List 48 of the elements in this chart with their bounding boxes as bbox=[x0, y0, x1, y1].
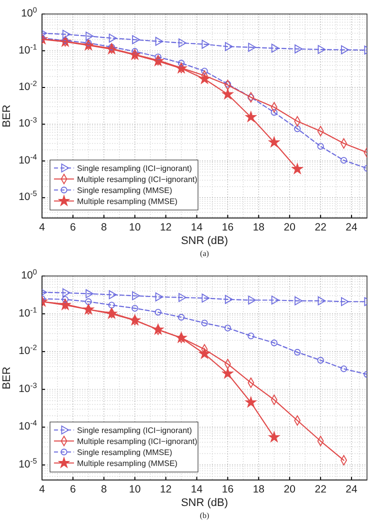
text: (b) bbox=[200, 511, 210, 520]
y-tick-label: 10$^{-4}$ bbox=[18, 152, 37, 166]
legend-label: Single resampling (ICI−ignorant) bbox=[77, 426, 192, 435]
x-tick-label: 16 bbox=[222, 483, 234, 496]
x-tick-label: 24 bbox=[346, 483, 358, 496]
x-tick-label: 22 bbox=[314, 483, 327, 496]
x-tick-label: 20 bbox=[284, 221, 296, 234]
x-tick-label: 14 bbox=[190, 221, 203, 234]
x-tick-label: 12 bbox=[160, 221, 172, 234]
x-tick-label: 4 bbox=[39, 483, 46, 496]
y-tick-label: 10$^{-3}$ bbox=[18, 115, 37, 130]
x-tick-label: 4 bbox=[39, 221, 46, 234]
legend-label: Multiple resampling (ICI−ignorant) bbox=[77, 436, 198, 446]
y-tick-label: 10$^{-1}$ bbox=[18, 304, 37, 320]
y-tick-label: 10$^{-1}$ bbox=[18, 42, 37, 56]
x-axis-title: SNR (dB) bbox=[180, 497, 228, 509]
legend-label: Single resampling (MMSE) bbox=[77, 448, 172, 457]
x-tick-label: 16 bbox=[222, 221, 234, 234]
y-tick-label: 10$^{-2}$ bbox=[18, 342, 37, 358]
y-axis-title: BER bbox=[1, 104, 13, 128]
y-tick-label: 10$^{-5}$ bbox=[18, 188, 37, 204]
x-tick-label: 10 bbox=[129, 483, 141, 496]
x-tick-label: 10 bbox=[129, 221, 141, 234]
legend-label: Multiple resampling (MMSE) bbox=[77, 196, 178, 206]
x-tick-label: 22 bbox=[314, 221, 327, 234]
text: (a) bbox=[200, 249, 210, 258]
y-tick-label: 10$^{-3}$ bbox=[18, 380, 37, 395]
legend-label: Multiple resampling (ICI−ignorant) bbox=[77, 174, 198, 184]
x-axis-title: SNR (dB) bbox=[180, 235, 228, 247]
x-tick-label: 6 bbox=[70, 483, 76, 496]
y-tick-label: 10$^{-2}$ bbox=[18, 78, 37, 93]
x-tick-label: 6 bbox=[70, 221, 76, 234]
x-tick-label: 18 bbox=[252, 221, 265, 234]
y-tick-label: 10$^{0}$ bbox=[21, 267, 37, 282]
y-tick-label: 10$^{-4}$ bbox=[18, 418, 37, 433]
x-tick-label: 8 bbox=[100, 483, 107, 496]
x-tick-label: 18 bbox=[252, 483, 265, 496]
x-tick-label: 24 bbox=[346, 221, 358, 234]
x-tick-label: 12 bbox=[160, 483, 172, 496]
y-tick-label: 10$^{-5}$ bbox=[18, 456, 37, 470]
x-tick-label: 14 bbox=[190, 483, 203, 496]
legend-label: Single resampling (MMSE) bbox=[77, 186, 172, 195]
y-tick-label: 10$^{0}$ bbox=[21, 5, 37, 20]
y-axis-title: BER bbox=[1, 366, 13, 390]
legend-label: Single resampling (ICI−ignorant) bbox=[77, 164, 192, 173]
legend-label: Multiple resampling (MMSE) bbox=[77, 458, 178, 468]
x-tick-label: 8 bbox=[100, 221, 107, 234]
x-tick-label: 20 bbox=[284, 483, 296, 496]
